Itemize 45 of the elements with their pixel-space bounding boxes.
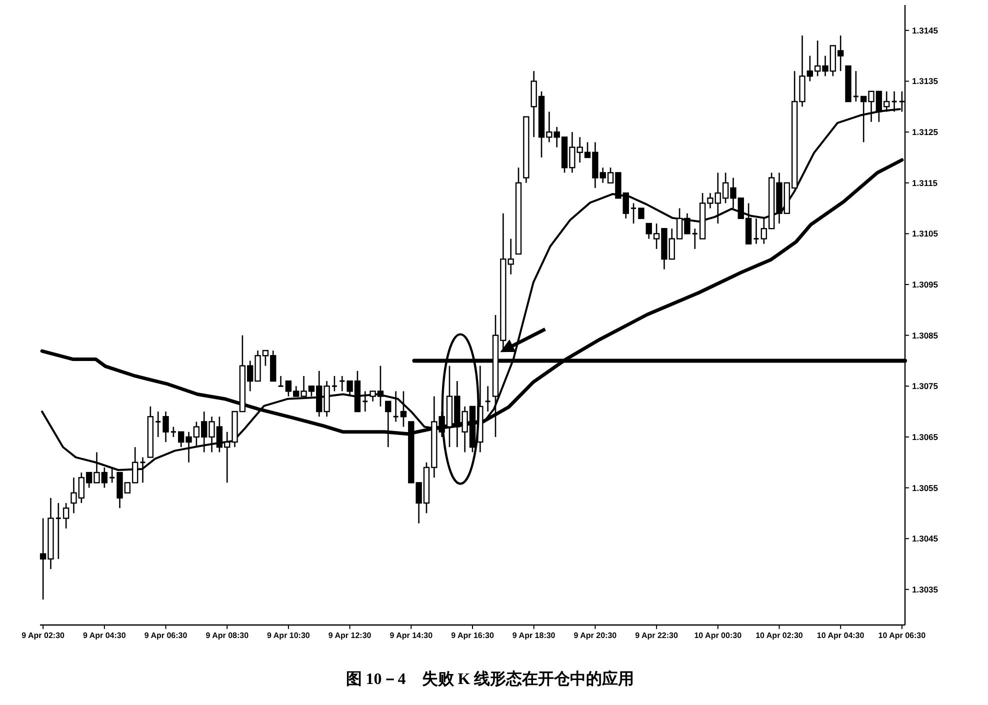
y-tick-label: 1.3095 — [912, 280, 938, 290]
y-tick-label: 1.3105 — [912, 228, 938, 239]
candlestick — [55, 502, 62, 560]
candlestick — [638, 208, 644, 220]
candlestick — [62, 502, 70, 530]
candlestick — [400, 390, 407, 428]
candlestick — [362, 390, 368, 412]
x-tick-label: 9 Apr 18:30 — [512, 631, 556, 640]
x-tick-label: 10 Apr 06:30 — [878, 631, 926, 640]
y-tick-label: 1.3065 — [912, 432, 938, 442]
y-tick-label: 1.3055 — [912, 482, 938, 493]
caption: 图 10－4 失败 K 线形态在开仓中的应用 — [346, 669, 634, 688]
candlestick — [170, 426, 177, 438]
candlestick — [852, 70, 860, 102]
y-tick-label: 1.3115 — [912, 178, 938, 188]
x-tick-label: 10 Apr 00:30 — [694, 631, 742, 640]
candlestick — [692, 228, 698, 250]
y-tick-label: 1.3035 — [912, 584, 938, 594]
x-tick-label: 9 Apr 22:30 — [635, 631, 679, 640]
y-tick-label: 1.3135 — [912, 76, 938, 86]
candlestick — [338, 375, 346, 392]
x-tick-label: 9 Apr 14:30 — [390, 631, 434, 640]
y-tick-label: 1.3075 — [912, 381, 938, 392]
y-tick-label: 1.3145 — [912, 25, 938, 36]
x-tick-label: 9 Apr 04:30 — [82, 631, 126, 640]
x-tick-label: 9 Apr 12:30 — [328, 631, 372, 640]
x-tick-label: 9 Apr 08:30 — [206, 631, 250, 640]
x-tick-label: 10 Apr 02:30 — [756, 631, 804, 640]
candlestick — [392, 390, 400, 422]
x-tick-label: 10 Apr 04:30 — [816, 631, 865, 640]
candlestick — [630, 202, 637, 224]
x-tick-label: 9 Apr 06:30 — [144, 631, 188, 640]
candlestick — [278, 375, 284, 387]
x-tick-label: 9 Apr 16:30 — [451, 631, 494, 640]
candlestick — [154, 410, 162, 438]
y-tick-label: 1.3125 — [912, 127, 938, 138]
candlestick — [331, 375, 338, 392]
y-tick-label: 1.3085 — [912, 330, 938, 340]
x-tick-label: 9 Apr 20:30 — [574, 631, 618, 640]
y-tick-label: 1.3045 — [912, 534, 938, 544]
x-tick-label: 9 Apr 10:30 — [267, 631, 310, 640]
candlestick — [162, 410, 169, 443]
x-tick-label: 9 Apr 02:30 — [22, 631, 66, 640]
candlestick — [752, 218, 760, 244]
candlestick — [484, 386, 492, 412]
